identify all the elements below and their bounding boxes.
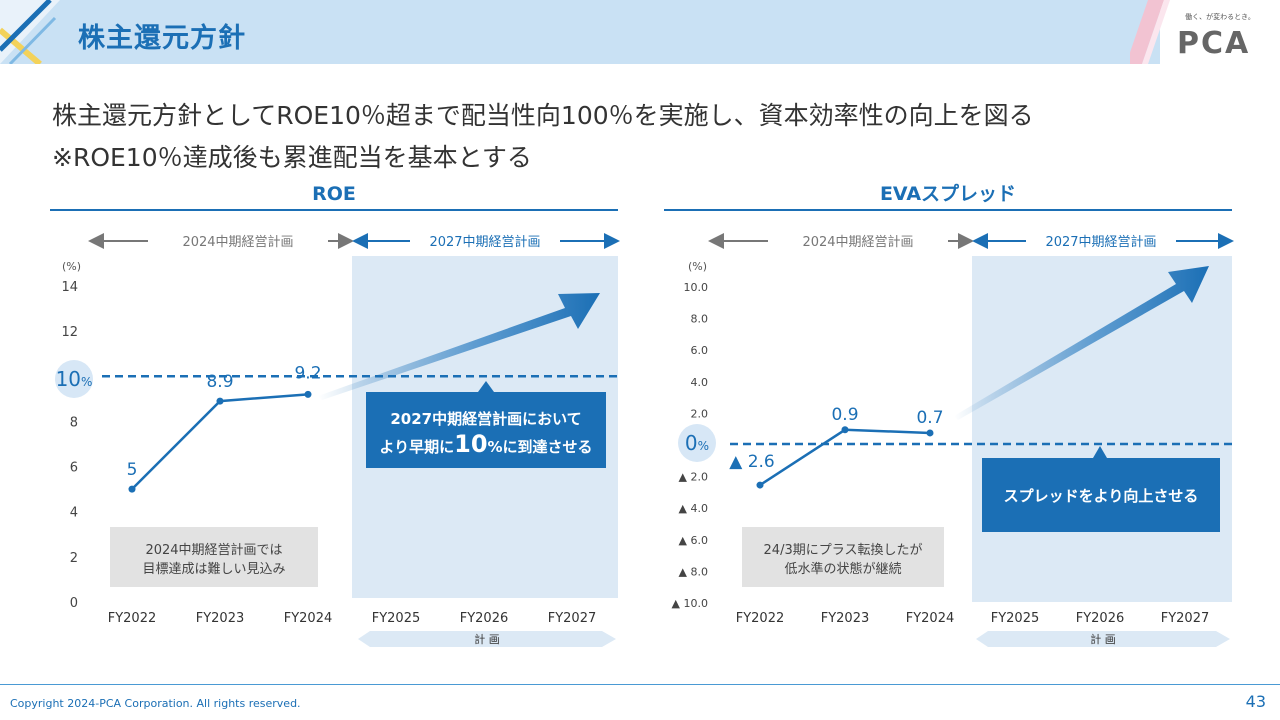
past-period-label: 2024中期経営計画 [802,234,913,250]
data-label: 0.7 [916,408,943,428]
data-label: ▲ 2.6 [729,452,775,472]
y-tick-label: 6.0 [691,344,709,357]
data-label: 5 [127,460,138,480]
logo-tagline: 働く、が変わるとき。 [1185,13,1255,21]
plan-chevron [976,631,1230,647]
callout-line-1: 2027中期経営計画において [390,410,581,428]
roe-chart: ROE 2024中期経営計画 2027中期経営計画 (%) 0246810121… [50,183,620,647]
x-axis-ticks: FY2022 FY2023 FY2024 FY2025 FY2026 FY2027 [108,611,597,626]
company-logo: PCA [1177,26,1251,61]
headline-line-2: ※ROE10％達成後も累進配当を基本とする [52,143,532,172]
note-line-1: 2024中期経営計画では [145,542,282,558]
y-axis-unit: (%) [62,260,81,273]
headline-line-1: 株主還元方針としてROE10％超まで配当性向100％を実施し、資本効率性の向上を… [52,101,1034,130]
y-axis-unit: (%) [688,260,707,273]
y-tick-label: ▲ 6.0 [679,534,708,547]
callout-pointer [1093,446,1107,458]
callout-line-1: スプレッドをより向上させる [1004,487,1199,505]
x-tick-label: FY2023 [821,611,870,626]
growth-arrow [954,266,1209,420]
target-bubble [55,360,93,398]
x-tick-label: FY2025 [991,611,1040,626]
y-tick-label: 4 [70,506,78,521]
y-tick-label: 8.0 [691,313,709,326]
x-tick-label: FY2022 [108,611,157,626]
footer-divider [0,684,1280,685]
roe-chart-panel: ROE 2024中期経営計画 2027中期経営計画 (%) 0246810121… [50,176,620,656]
copyright: Copyright 2024-PCA Corporation. All righ… [10,697,301,710]
eva-series: ▲ 2.6 0.9 0.7 [729,405,944,489]
series-line [131,393,309,491]
data-point [926,429,934,437]
x-tick-label: FY2023 [196,611,245,626]
growth-arrow [318,293,600,400]
chart-title: ROE [312,183,356,205]
data-label: 8.9 [206,372,233,392]
note-line-2: 目標達成は難しい見込み [142,562,285,577]
eva-chart-panel: EVAスプレッド 2024中期経営計画 2027中期経営計画 (%) ▲ 10.… [664,176,1234,656]
page-title: 株主還元方針 [78,23,246,54]
y-tick-label: 2.0 [691,407,709,420]
page-number: 43 [1245,692,1266,711]
note-line-1: 24/3期にプラス転換したが [764,543,923,558]
y-tick-label: 8 [70,415,78,430]
roe-series: 5 8.9 9.2 [127,363,322,493]
target-label: 10% [56,367,93,391]
header-stripe-decoration [1130,0,1170,64]
header-bar [0,0,1160,64]
x-tick-label: FY2025 [372,611,421,626]
callout-line-2: より早期に10%に到達させる [379,430,592,458]
callout-box [982,458,1220,532]
note-box [742,527,944,587]
chart-title: EVAスプレッド [880,182,1016,205]
y-tick-label: ▲ 8.0 [679,565,708,578]
data-point [841,426,849,434]
x-tick-label: FY2026 [1076,611,1125,626]
x-tick-label: FY2026 [460,611,509,626]
y-tick-label: ▲ 4.0 [679,502,708,515]
y-tick-label: 2 [70,551,78,566]
plan-region [972,256,1232,602]
series-line [759,428,931,487]
x-tick-label: FY2027 [1161,611,1210,626]
y-axis-ticks: 02468101214 [61,280,78,611]
y-tick-label: 12 [61,325,78,340]
callout-pointer [478,381,494,392]
note-box [110,527,318,587]
data-point [216,397,224,405]
header-corner-decoration [0,0,60,64]
x-tick-label: FY2022 [736,611,785,626]
y-axis-ticks: ▲ 10.0 ▲ 8.0 ▲ 6.0 ▲ 4.0 ▲ 2.0 2.0 4.0 6.0 8.0 10… [672,281,708,610]
y-tick-label: ▲ 2.0 [679,471,708,484]
x-axis-ticks: FY2022 FY2023 FY2024 FY2025 FY2026 FY2027 [736,611,1210,626]
data-label: 9.2 [294,363,321,383]
plan-chevron-label: 計 画 [474,632,500,646]
plan-chevron-label: 計 画 [1090,632,1116,646]
data-point [756,481,764,489]
x-tick-label: FY2027 [548,611,597,626]
past-period-label: 2024中期経営計画 [182,234,293,250]
plan-period-label: 2027中期経営計画 [1045,234,1156,250]
target-bubble [678,424,716,462]
y-tick-label: 0 [70,596,78,611]
y-tick-label: ▲ 10.0 [672,597,708,610]
plan-chevron [358,631,616,647]
note-line-2: 低水準の状態が継続 [784,561,901,577]
target-label: 0% [685,431,709,455]
data-point [304,390,312,398]
plan-period-label: 2027中期経営計画 [429,234,540,250]
y-tick-label: 14 [61,280,78,295]
y-tick-label: 4.0 [691,376,709,389]
y-tick-label: 10.0 [684,281,709,294]
eva-chart: EVAスプレッド 2024中期経営計画 2027中期経営計画 (%) ▲ 10.… [664,182,1234,647]
y-tick-label: 6 [70,461,78,476]
data-point [128,485,136,493]
x-tick-label: FY2024 [284,611,333,626]
callout-box [366,392,606,468]
x-tick-label: FY2024 [906,611,955,626]
data-label: 0.9 [831,405,858,425]
